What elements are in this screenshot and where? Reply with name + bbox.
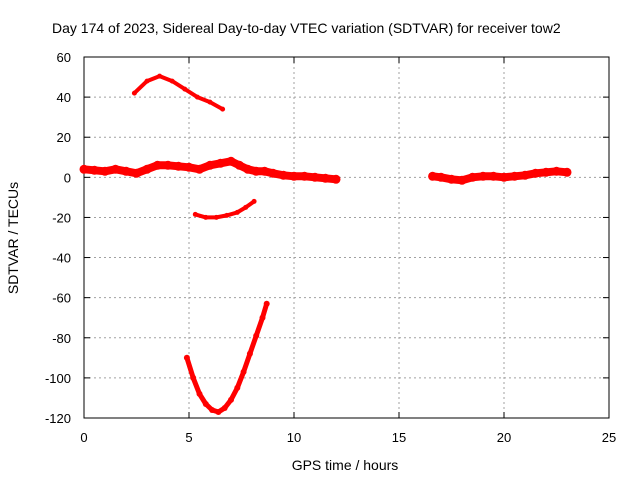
data-point xyxy=(174,161,183,171)
y-tick-label: -40 xyxy=(52,251,71,266)
data-point xyxy=(169,78,175,84)
x-axis-label: GPS time / hours xyxy=(292,457,399,473)
data-point xyxy=(510,171,519,181)
y-tick-label: 0 xyxy=(64,170,71,185)
data-point xyxy=(195,164,204,174)
y-tick-label: -20 xyxy=(52,210,71,225)
data-point xyxy=(215,409,222,415)
data-point xyxy=(111,164,120,174)
data-point xyxy=(209,407,216,413)
data-point xyxy=(213,214,219,220)
data-point xyxy=(207,99,213,105)
data-point xyxy=(216,158,225,168)
data-point xyxy=(499,172,509,182)
data-point xyxy=(203,214,209,220)
data-point xyxy=(153,160,162,170)
data-point xyxy=(331,174,341,184)
data-point xyxy=(279,170,288,180)
data-point xyxy=(182,86,188,92)
data-point xyxy=(184,162,194,172)
data-point xyxy=(192,211,198,217)
x-tick-label: 25 xyxy=(602,430,616,445)
x-tick-label: 15 xyxy=(392,430,406,445)
data-point xyxy=(205,160,215,170)
y-tick-label: 60 xyxy=(57,50,71,65)
data-point xyxy=(300,171,309,181)
data-point xyxy=(183,354,190,361)
data-point xyxy=(132,168,141,178)
data-point xyxy=(234,209,240,215)
data-point xyxy=(552,166,561,176)
data-point xyxy=(220,106,226,112)
x-tick-label: 5 xyxy=(185,430,192,445)
data-point xyxy=(321,173,330,183)
plot-frame xyxy=(83,56,610,419)
data-point xyxy=(163,160,173,170)
data-point xyxy=(196,390,203,397)
y-tick-label: -60 xyxy=(52,291,71,306)
data-point xyxy=(447,174,456,184)
y-axis-label: SDTVAR / TECUs xyxy=(5,182,21,294)
data-point xyxy=(289,171,299,181)
data-point xyxy=(251,198,257,204)
data-point xyxy=(246,350,253,357)
x-tick-label: 20 xyxy=(497,430,511,445)
data-point xyxy=(310,172,320,182)
data-point xyxy=(428,171,438,181)
y-tick-label: -120 xyxy=(45,411,71,426)
data-point xyxy=(221,405,228,411)
data-point xyxy=(234,384,241,391)
data-point xyxy=(263,300,270,307)
chart-title: Day 174 of 2023, Sidereal Day-to-day VTE… xyxy=(52,20,561,36)
data-point xyxy=(541,167,551,177)
data-point xyxy=(457,175,467,185)
y-tick-label: -80 xyxy=(52,331,71,346)
axis-ticks: 0 5 10 15 20 25 -120 -100 -80 -60 -40 -20 0 20 40 60 xyxy=(45,50,616,445)
data-point xyxy=(144,78,150,84)
data-point xyxy=(240,368,247,375)
data-point xyxy=(468,172,477,182)
data-series xyxy=(79,73,572,415)
data-point xyxy=(121,166,131,176)
data-point xyxy=(531,168,540,178)
data-point xyxy=(268,168,278,178)
data-point xyxy=(436,172,446,182)
data-point xyxy=(478,171,488,181)
data-point xyxy=(224,212,230,218)
data-point xyxy=(489,171,498,181)
data-point xyxy=(234,160,244,170)
data-point xyxy=(243,164,253,174)
data-point xyxy=(562,167,572,177)
x-tick-label: 10 xyxy=(287,430,301,445)
data-point xyxy=(100,166,110,176)
data-point xyxy=(190,374,197,381)
data-point xyxy=(202,401,209,407)
data-point xyxy=(226,156,236,166)
y-tick-label: -100 xyxy=(45,371,71,386)
y-tick-label: 40 xyxy=(57,90,71,105)
grid-lines xyxy=(84,57,609,418)
data-point xyxy=(243,204,249,210)
data-point xyxy=(194,94,200,100)
y-tick-label: 20 xyxy=(57,130,71,145)
data-point xyxy=(520,170,530,180)
data-point xyxy=(228,396,234,403)
data-point xyxy=(131,90,137,96)
x-tick-label: 0 xyxy=(80,430,87,445)
data-point xyxy=(259,314,266,321)
data-point xyxy=(157,73,163,79)
data-point xyxy=(79,164,89,174)
data-point xyxy=(260,166,270,176)
data-point xyxy=(251,166,261,176)
data-point xyxy=(253,332,260,339)
data-point xyxy=(142,164,152,174)
data-point xyxy=(90,165,99,175)
